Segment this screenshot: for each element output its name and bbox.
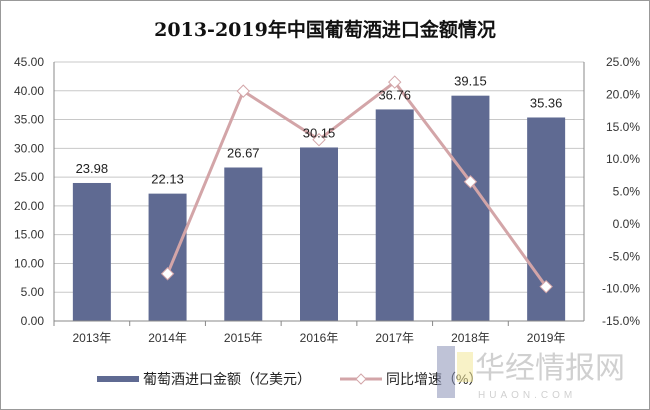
y-right-tick-label: 25.0% — [606, 55, 640, 69]
growth-point — [236, 84, 250, 98]
y-right-tick-label: 10.0% — [606, 152, 640, 166]
bar — [451, 95, 490, 321]
legend: 葡萄酒进口金额（亿美元） 同比增速（%） — [97, 371, 482, 387]
y-right-tick-label: -15.0% — [602, 314, 640, 328]
chart-title: 2013-2019年中国葡萄酒进口金额情况 — [154, 18, 496, 41]
y-left-tick-label: 30.00 — [14, 141, 44, 155]
y-left-tick-label: 20.00 — [14, 199, 44, 213]
bar-data-label: 30.15 — [303, 125, 336, 140]
x-tick-label: 2013年 — [73, 331, 112, 345]
growth-point — [312, 132, 326, 147]
x-tick-label: 2015年 — [224, 331, 263, 345]
bar-data-label: 26.67 — [227, 145, 260, 160]
y-left-tick-label: 10.00 — [14, 256, 44, 270]
bar-data-label: 36.76 — [378, 87, 411, 102]
growth-point — [463, 175, 478, 189]
y-right-tick-label: -10.0% — [602, 282, 640, 296]
svg-text:华经情报网: 华经情报网 — [475, 352, 625, 385]
growth-point — [539, 279, 553, 294]
y-right-tick-label: 0.0% — [613, 217, 641, 231]
y-left-tick-label: 0.00 — [21, 314, 45, 328]
bar — [375, 109, 414, 321]
y-left-tick-label: 5.00 — [21, 285, 45, 299]
x-tick-label: 2017年 — [375, 331, 414, 345]
bar-data-label: 35.36 — [530, 95, 563, 110]
bar — [148, 193, 187, 321]
legend-diamond-marker — [355, 373, 367, 385]
watermark-logo: 华经情报网 HUAON.COM — [437, 346, 625, 401]
y-right-tick-label: 5.0% — [613, 185, 641, 199]
y-right-tick-label: 15.0% — [606, 120, 640, 134]
x-tick-label: 2019年 — [527, 331, 566, 345]
growth-point — [388, 75, 402, 89]
y-left-tick-label: 45.00 — [14, 55, 44, 69]
svg-text:HUAON.COM: HUAON.COM — [478, 390, 576, 401]
bar — [72, 182, 111, 321]
legend-bar-label: 葡萄酒进口金额（亿美元） — [143, 371, 311, 387]
y-left-tick-label: 15.00 — [14, 228, 44, 242]
bar — [300, 147, 338, 321]
bar-data-label: 39.15 — [454, 74, 487, 89]
x-tick-label: 2016年 — [300, 331, 339, 345]
y-right-tick-label: 20.0% — [606, 87, 640, 101]
y-left-tick-label: 25.00 — [14, 170, 44, 184]
x-tick-label: 2018年 — [451, 331, 490, 345]
bar — [224, 167, 263, 321]
legend-bar-swatch — [97, 376, 139, 382]
growth-point — [160, 267, 175, 281]
bar-data-label: 22.13 — [151, 172, 184, 187]
bar-data-label: 23.98 — [76, 161, 109, 176]
y-right-tick-label: -5.0% — [609, 249, 641, 263]
x-tick-label: 2014年 — [148, 331, 187, 345]
y-left-tick-label: 35.00 — [14, 113, 44, 127]
growth-line — [166, 79, 548, 288]
y-left-tick-label: 40.00 — [14, 84, 44, 98]
